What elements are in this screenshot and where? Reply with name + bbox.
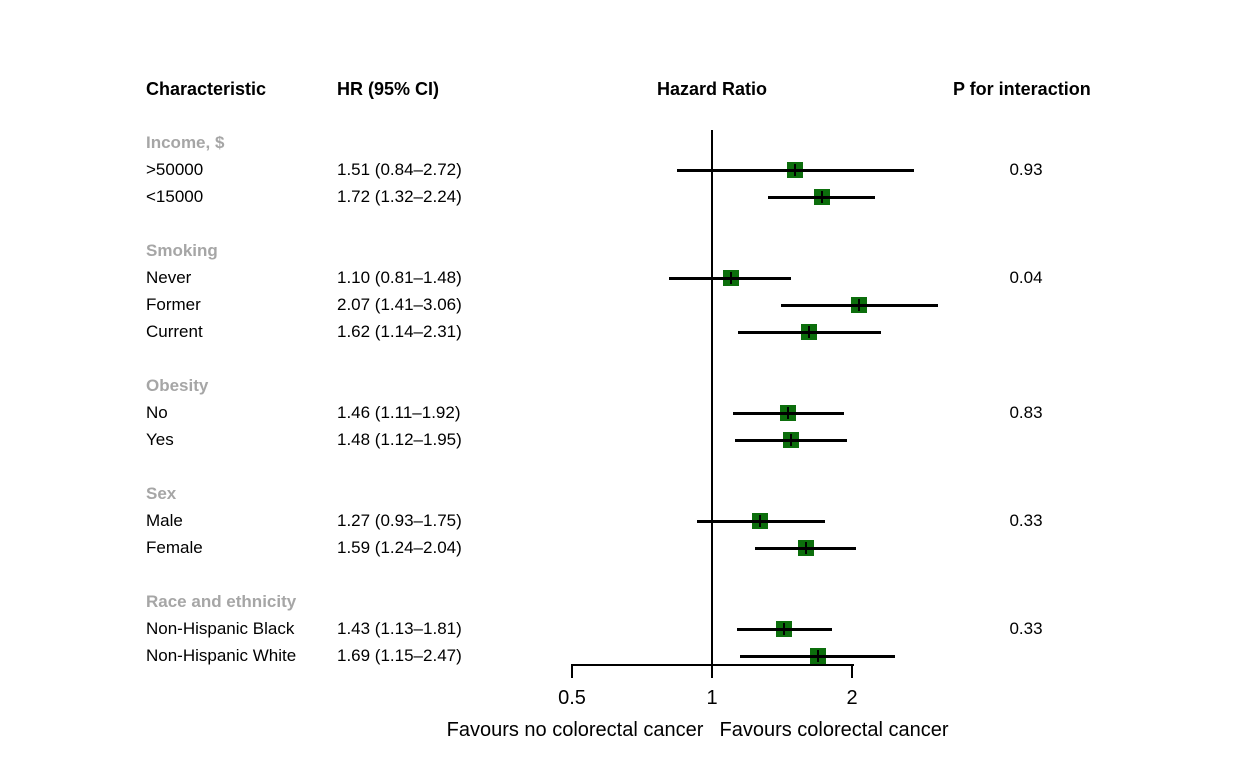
x-axis-tick-label: 1 xyxy=(706,687,718,709)
row-label: Non-Hispanic White xyxy=(146,646,297,665)
row-label: Female xyxy=(146,538,203,557)
hr-point-tick xyxy=(790,434,793,446)
p-for-interaction-value: 0.93 xyxy=(1009,160,1043,179)
hr-point-tick xyxy=(794,164,797,176)
x-axis-tick-label: 2 xyxy=(846,687,858,709)
row-hr-ci: 2.07 (1.41–3.06) xyxy=(337,295,462,314)
x-axis-tick xyxy=(711,664,713,678)
group-label: Income, $ xyxy=(146,133,225,152)
column-header-hr-ci: HR (95% CI) xyxy=(337,79,440,99)
row-hr-ci: 1.27 (0.93–1.75) xyxy=(337,511,462,530)
hr-point-tick xyxy=(816,650,819,662)
x-axis-tick-label: 0.5 xyxy=(558,687,586,709)
column-header-p-for-interaction: P for interaction xyxy=(953,79,1091,99)
axis-label-favours-cancer: Favours colorectal cancer xyxy=(719,719,949,741)
row-hr-ci: 1.43 (1.13–1.81) xyxy=(337,619,462,638)
row-hr-ci: 1.51 (0.84–2.72) xyxy=(337,160,462,179)
p-for-interaction-value: 0.83 xyxy=(1009,403,1043,422)
row-label: Current xyxy=(146,322,203,341)
x-axis-line xyxy=(572,664,854,666)
row-label: Never xyxy=(146,268,192,287)
hr-point-tick xyxy=(783,623,786,635)
row-label: <15000 xyxy=(146,187,204,206)
group-label: Obesity xyxy=(146,376,209,395)
hr-point-tick xyxy=(759,515,762,527)
row-label: Male xyxy=(146,511,183,530)
group-label: Smoking xyxy=(146,241,218,260)
axis-label-favours-no-cancer: Favours no colorectal cancer xyxy=(446,719,704,741)
row-label: Yes xyxy=(146,430,174,449)
hr-point-tick xyxy=(804,542,807,554)
row-hr-ci: 1.46 (1.11–1.92) xyxy=(337,403,461,422)
hr-point-tick xyxy=(808,326,811,338)
p-for-interaction-value: 0.33 xyxy=(1009,511,1043,530)
x-axis-tick xyxy=(851,664,853,678)
row-hr-ci: 1.59 (1.24–2.04) xyxy=(337,538,462,557)
row-label: No xyxy=(146,403,168,422)
row-hr-ci: 1.72 (1.32–2.24) xyxy=(337,187,462,206)
row-label: Non-Hispanic Black xyxy=(146,619,295,638)
row-hr-ci: 1.48 (1.12–1.95) xyxy=(337,430,462,449)
x-axis-tick xyxy=(571,664,573,678)
row-label: >50000 xyxy=(146,160,204,179)
hr-point-tick xyxy=(787,407,790,419)
hr-point-tick xyxy=(730,272,733,284)
row-hr-ci: 1.62 (1.14–2.31) xyxy=(337,322,462,341)
row-hr-ci: 1.69 (1.15–2.47) xyxy=(337,646,462,665)
hr-point-tick xyxy=(820,191,823,203)
column-header-hazard-ratio: Hazard Ratio xyxy=(656,79,768,99)
hr-point-tick xyxy=(857,299,860,311)
p-for-interaction-value: 0.33 xyxy=(1009,619,1043,638)
row-label: Former xyxy=(146,295,201,314)
reference-line xyxy=(711,130,713,666)
p-for-interaction-value: 0.04 xyxy=(1009,268,1043,287)
column-header-characteristic: Characteristic xyxy=(146,79,267,99)
group-label: Sex xyxy=(146,484,177,503)
row-hr-ci: 1.10 (0.81–1.48) xyxy=(337,268,462,287)
group-label: Race and ethnicity xyxy=(146,592,297,611)
